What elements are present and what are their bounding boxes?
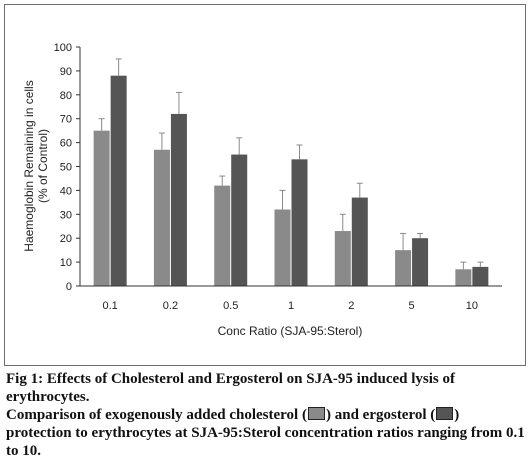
error-bars [98,58,484,270]
bar-series-1 [334,231,351,286]
cholesterol-swatch [307,407,325,420]
caption-title: Fig 1: Effects of Cholesterol and Ergost… [6,371,456,405]
bars [93,75,489,287]
bar-chart: 0 10 20 30 40 50 60 70 80 90 100 0.1 0.2 0.5 1 2 5 10 Ha… [22,42,502,338]
x-tick-label: 5 [409,300,415,312]
caption-text-2: ) and ergosterol ( [325,407,436,423]
bar-series-2 [110,75,127,287]
x-tick-label: 0.2 [163,300,178,312]
y-tick-label: 100 [54,42,72,54]
chart-frame [4,4,526,366]
bar-series-1 [274,209,291,286]
y-tick-label: 90 [60,66,72,78]
figure-caption: Fig 1: Effects of Cholesterol and Ergost… [6,370,528,460]
bar-series-2 [351,197,368,286]
bar-series-1 [214,185,231,286]
y-tick-label: 0 [66,281,72,293]
y-tick-label: 20 [60,233,72,245]
bar-series-2 [412,238,429,286]
ergosterol-swatch [436,407,454,420]
bar-series-1 [153,149,170,286]
y-tick-label: 30 [60,209,72,221]
y-ticks: 0 10 20 30 40 50 60 70 80 90 100 [54,42,80,293]
y-tick-label: 70 [60,114,72,126]
bar-series-1 [395,250,412,286]
x-tick-label: 1 [288,300,294,312]
caption-description: Comparison of exogenously added choleste… [6,406,528,460]
bar-series-1 [93,130,110,286]
bar-series-2 [291,159,308,286]
bar-series-2 [231,154,248,286]
x-tick-label: 2 [348,300,354,312]
y-axis-title-line2: (% of Control) [36,129,50,203]
x-axis-title: Conc Ratio (SJA-95:Sterol) [218,324,363,338]
bar-series-2 [472,266,489,286]
caption-text-1: Comparison of exogenously added choleste… [6,407,307,423]
bar-series-2 [170,113,187,286]
y-tick-label: 10 [60,257,72,269]
x-tick-label: 0.5 [223,300,238,312]
y-axis-title-line1: Haemoglobin Remaining in cells [22,80,36,251]
y-tick-label: 60 [60,138,72,150]
x-tick-labels: 0.1 0.2 0.5 1 2 5 10 [102,300,477,312]
x-tick-label: 0.1 [102,300,117,312]
y-tick-label: 40 [60,185,72,197]
caption-text-3: ) protection to erythrocytes at SJA-95:S… [6,407,525,459]
y-tick-label: 80 [60,90,72,102]
x-tick-label: 10 [466,300,478,312]
bar-series-1 [455,269,472,286]
y-tick-label: 50 [60,162,72,174]
